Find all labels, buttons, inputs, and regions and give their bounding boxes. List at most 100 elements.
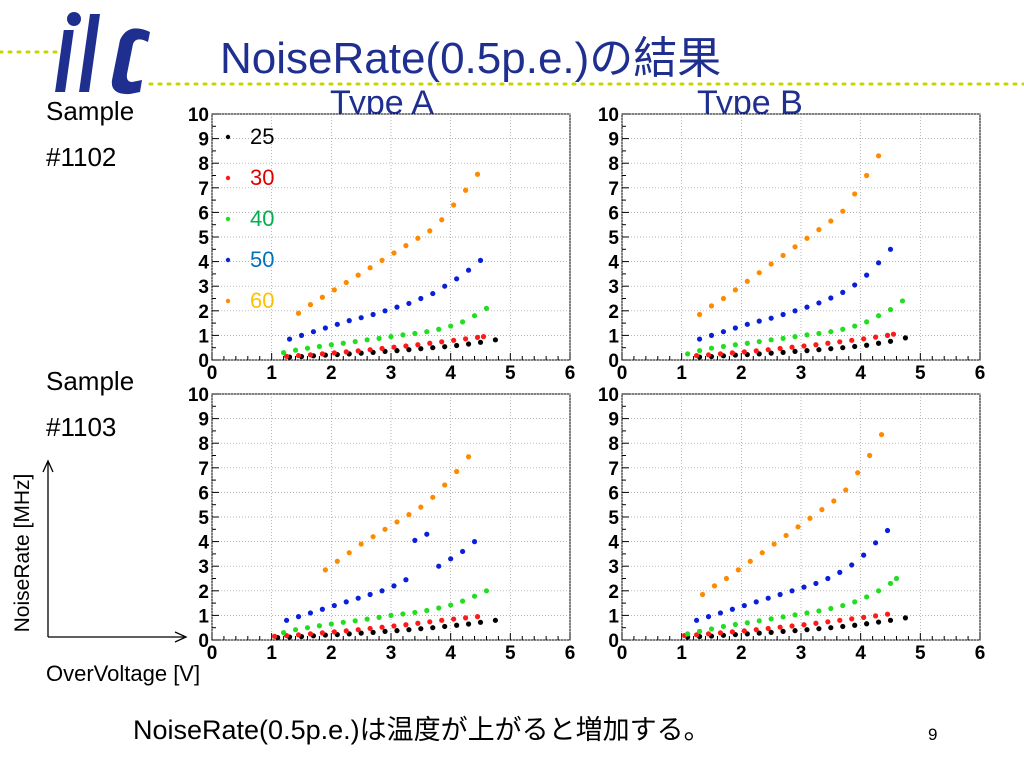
y-tick-label: 0	[198, 631, 209, 652]
data-point	[792, 244, 798, 250]
data-point	[298, 332, 305, 338]
data-point	[477, 339, 484, 345]
y-tick-label: 4	[608, 533, 619, 554]
data-point	[436, 563, 442, 569]
y-direction-arrowhead	[42, 459, 54, 473]
data-point	[753, 348, 759, 354]
data-point	[364, 337, 370, 343]
data-point	[483, 305, 490, 311]
data-point	[792, 308, 798, 314]
data-point	[406, 511, 412, 518]
data-point	[304, 345, 311, 351]
data-point	[391, 250, 397, 256]
data-point	[358, 630, 364, 636]
data-point	[828, 329, 834, 335]
y-tick-label: 3	[198, 277, 209, 298]
data-point	[403, 343, 409, 349]
data-point	[355, 595, 361, 601]
data-point	[295, 352, 302, 359]
data-point	[828, 625, 834, 631]
data-point	[837, 339, 843, 345]
data-point	[418, 295, 424, 302]
data-point	[370, 534, 376, 540]
chart-1103-type-a: 0 1 2 3 4 5 6 0 1 2 3 4 5 6 7 8 9 10	[188, 385, 575, 664]
data-point	[753, 627, 759, 633]
data-point	[875, 313, 882, 319]
data-point	[789, 344, 795, 350]
data-point	[471, 539, 478, 545]
legend-marker	[225, 298, 231, 304]
y-tick-label: 3	[608, 277, 619, 298]
data-point	[720, 623, 727, 630]
data-point	[720, 295, 727, 302]
data-point	[406, 627, 412, 633]
data-point	[699, 591, 706, 598]
x-tick-label: 3	[386, 643, 397, 664]
data-point	[735, 567, 741, 573]
data-point	[352, 618, 358, 624]
data-point	[825, 575, 831, 582]
data-point	[777, 624, 783, 630]
data-point	[902, 335, 909, 341]
data-point	[729, 629, 735, 635]
data-point	[875, 619, 882, 625]
y-tick-label: 0	[608, 631, 619, 652]
page-number: 9	[928, 725, 938, 744]
axis-direction-arrows	[42, 459, 188, 643]
data-point	[768, 261, 774, 267]
y-tick-label: 8	[608, 154, 619, 175]
data-point	[272, 633, 278, 639]
data-point	[424, 531, 430, 537]
data-point	[729, 350, 735, 356]
x-tick-label: 6	[975, 363, 986, 384]
data-point	[340, 340, 346, 346]
data-point	[795, 524, 801, 530]
data-point	[307, 631, 314, 637]
x-tick-label: 5	[915, 643, 926, 664]
y-tick-label: 9	[198, 130, 209, 151]
data-point	[875, 153, 882, 159]
data-point	[418, 504, 424, 510]
data-point	[855, 470, 861, 476]
data-point	[887, 246, 894, 252]
data-point	[878, 431, 885, 438]
data-point	[292, 627, 299, 633]
data-point	[367, 265, 373, 271]
data-point	[343, 349, 349, 355]
data-point	[768, 315, 774, 321]
data-point	[717, 610, 724, 616]
data-point	[801, 622, 807, 628]
data-point	[902, 615, 909, 621]
data-point	[415, 342, 421, 348]
data-point	[828, 346, 834, 352]
data-point	[477, 257, 484, 263]
data-point	[708, 345, 715, 351]
data-point	[864, 319, 870, 325]
data-point	[813, 342, 819, 348]
data-point	[292, 347, 299, 353]
x-tick-label: 1	[266, 643, 277, 664]
data-point	[816, 626, 822, 632]
data-point	[355, 348, 361, 354]
series-40	[281, 588, 490, 636]
data-point	[367, 591, 373, 598]
data-point	[864, 172, 870, 179]
data-point	[439, 217, 445, 223]
y-tick-label: 9	[608, 130, 619, 151]
data-point	[477, 619, 484, 625]
y-tick-label: 6	[198, 483, 209, 504]
data-point	[328, 342, 334, 348]
data-point	[295, 614, 302, 620]
x-tick-label: 5	[505, 363, 516, 384]
data-point	[391, 583, 397, 589]
data-point	[708, 303, 715, 309]
data-point	[442, 344, 448, 350]
data-point	[872, 540, 879, 546]
data-point	[872, 613, 879, 619]
data-point	[840, 208, 846, 214]
data-point	[430, 625, 436, 631]
data-point	[424, 607, 430, 614]
data-point	[460, 598, 466, 604]
y-tick-label: 8	[608, 434, 619, 455]
data-point	[852, 622, 858, 628]
